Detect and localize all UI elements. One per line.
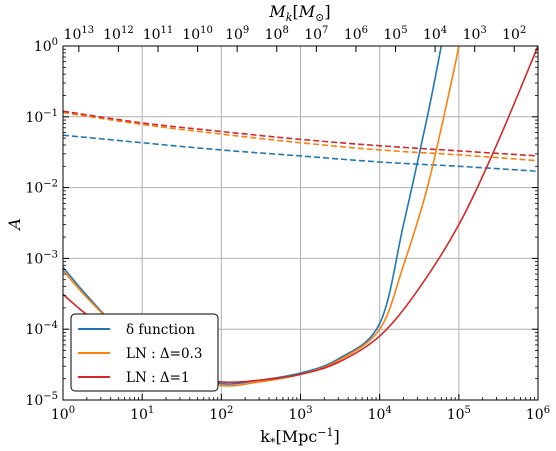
dashed-series-line [63,134,538,173]
top-tick-label: 103 [463,25,487,43]
top-tick-label: 104 [423,25,447,43]
x-tick-label: 105 [447,405,471,423]
y-tick-label: 10−1 [25,108,58,126]
x-tick-label: 106 [526,405,550,423]
y-tick-label: 10−4 [25,320,58,338]
top-tick-label: 109 [225,25,249,43]
y-tick-label: 10−3 [25,249,58,267]
x-tick-label: 101 [130,405,154,423]
x-tick-label: 103 [288,405,312,423]
tick-labels: 100 101 102 103 104 105 106 10−5 10−4 10−3 10−2 10−… [25,25,550,423]
top-tick-label: 108 [265,25,289,43]
top-tick-label: 102 [502,25,526,43]
top-tick-label: 1011 [143,25,174,43]
y-tick-label: 10−2 [25,179,58,197]
dashed-series-line [63,110,538,157]
legend: δ function LN : Δ=0.3 LN : Δ=1 [70,313,219,392]
top-tick-label: 1013 [64,25,95,43]
x-tick-label: 104 [368,405,392,423]
plot-frame [62,45,539,401]
legend-box [70,313,219,392]
dashed-series-line [63,111,538,162]
top-axis-title: Mk[M⊙] [268,2,330,24]
top-tick-label: 106 [344,25,368,43]
top-tick-label: 105 [383,25,407,43]
top-tick-label: 1012 [103,25,134,43]
y-tick-label: 10−5 [25,391,58,409]
legend-label: LN : Δ=1 [126,370,190,386]
y-axis-title: A [5,218,24,232]
top-tick-label: 1010 [182,25,213,43]
x-tick-label: 100 [51,405,75,423]
y-tick-label: 100 [34,37,58,55]
x-tick-label: 102 [209,405,233,423]
x-axis-title: k*[Mpc−1] [260,426,340,449]
legend-label: LN : Δ=0.3 [126,346,202,362]
legend-label: δ function [126,322,195,338]
top-tick-label: 107 [304,25,328,43]
